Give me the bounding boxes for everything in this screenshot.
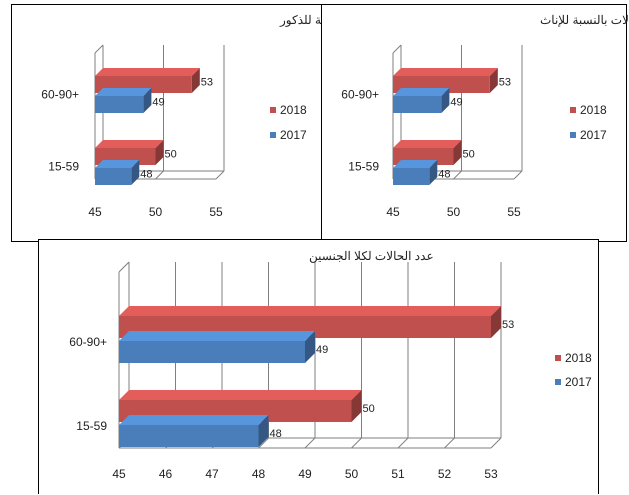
data-label: 48: [140, 169, 152, 181]
bar-2017-60-90+: [95, 96, 144, 113]
legend-label: 2017: [280, 128, 307, 142]
chart-title: عدد الحالات لكلا الجنسين: [309, 249, 434, 263]
bar-top-face: [119, 415, 269, 425]
floor-gridline: [155, 170, 164, 180]
bar-side-face: [351, 390, 362, 422]
bar-top-face: [119, 331, 315, 341]
data-label: 49: [316, 344, 328, 356]
bar-top-face: [393, 160, 438, 168]
x-tick-label: 45: [88, 205, 102, 219]
floor-gridline: [304, 437, 316, 449]
male-cases-chart-panel: عدد الحالات بالنسبة للذكور 45 50 55 15-59 50 4…: [11, 4, 324, 242]
legend-swatch: [570, 132, 576, 138]
bar-top-face: [95, 160, 140, 168]
data-label: 48: [270, 428, 282, 440]
floor-gridline: [215, 170, 225, 180]
bar-side-face: [491, 306, 501, 338]
x-tick-label: 51: [391, 467, 405, 481]
x-tick-label: 55: [507, 205, 521, 219]
bar-side-face: [258, 415, 269, 447]
bar-2017-60-90+: [393, 96, 442, 113]
bar-side-face: [429, 160, 438, 185]
x-tick-label: 45: [386, 205, 400, 219]
both-genders-cases-chart-panel: عدد الحالات لكلا الجنسين 45 46 47 48 49 50 51 52…: [38, 239, 599, 494]
bar-side-face: [305, 331, 315, 363]
bar-2017-15-59: [393, 168, 430, 185]
data-label: 50: [463, 149, 475, 161]
bar-top-face: [119, 390, 362, 400]
floor-gridline: [258, 437, 269, 449]
data-label: 50: [165, 149, 177, 161]
floor-gridline: [513, 170, 523, 180]
category-label: 15-59: [348, 160, 379, 174]
floor-gridline: [453, 170, 462, 180]
legend-swatch: [570, 107, 576, 113]
male-cases-chart: عدد الحالات بالنسبة للذكور 45 50 55 15-59 50 4…: [41, 13, 324, 219]
both-genders-cases-chart: عدد الحالات لكلا الجنسين 45 46 47 48 49 50 51 52…: [69, 249, 592, 481]
x-tick-label: 46: [159, 467, 173, 481]
x-tick-label: 53: [484, 467, 498, 481]
data-label: 49: [450, 97, 462, 109]
bar-top-face: [393, 68, 498, 76]
bar-2017-15-59: [95, 168, 132, 185]
x-tick-label: 50: [149, 205, 163, 219]
legend-swatch: [270, 107, 276, 113]
category-label: 60-90+: [341, 88, 379, 102]
chart-title: عدد الحالات بالنسبة للإناث: [540, 13, 628, 28]
legend-label: 2018: [565, 351, 592, 365]
bar-side-face: [155, 140, 164, 165]
bar-top-face: [95, 68, 200, 76]
legend-label: 2017: [565, 375, 592, 389]
female-cases-chart-panel: عدد الحالات بالنسبة للإناث 45 50 55 15-59 50 4…: [321, 4, 628, 242]
x-tick-label: 47: [205, 467, 219, 481]
x-tick-label: 50: [345, 467, 359, 481]
bar-side-face: [131, 160, 140, 185]
legend-label: 2018: [580, 103, 607, 117]
legend-swatch: [555, 379, 561, 385]
bar-top-face: [393, 140, 462, 148]
x-tick-label: 48: [252, 467, 266, 481]
x-tick-label: 49: [298, 467, 312, 481]
bar-side-face: [489, 68, 498, 93]
bar-side-face: [191, 68, 200, 93]
floor-gridline: [351, 437, 362, 449]
data-label: 49: [152, 97, 164, 109]
legend-label: 2018: [280, 103, 307, 117]
side-wall-top: [94, 44, 104, 54]
bar-side-face: [441, 88, 450, 113]
bar-side-face: [453, 140, 462, 165]
bar-2017-15-59: [119, 425, 259, 447]
side-wall-top: [118, 261, 130, 273]
chart-title: عدد الحالات بالنسبة للذكور: [279, 13, 324, 27]
legend-swatch: [555, 355, 561, 361]
bar-top-face: [119, 306, 501, 316]
data-label: 53: [201, 77, 213, 89]
legend-swatch: [270, 132, 276, 138]
floor-gridline: [397, 437, 409, 449]
bar-top-face: [393, 88, 450, 96]
x-tick-label: 50: [447, 205, 461, 219]
category-label: 15-59: [48, 160, 79, 174]
x-tick-label: 55: [209, 205, 223, 219]
x-tick-label: 45: [112, 467, 126, 481]
side-wall-top: [392, 44, 402, 54]
data-label: 53: [499, 77, 511, 89]
bar-side-face: [143, 88, 152, 113]
floor-gridline: [490, 437, 502, 449]
female-cases-chart: عدد الحالات بالنسبة للإناث 45 50 55 15-59 50 4…: [341, 13, 628, 219]
data-label: 50: [363, 403, 375, 415]
category-label: 60-90+: [41, 88, 79, 102]
bar-top-face: [95, 88, 152, 96]
category-label: 60-90+: [69, 335, 107, 349]
floor-gridline: [444, 437, 455, 449]
data-label: 53: [502, 319, 514, 331]
category-label: 15-59: [76, 419, 107, 433]
bar-2017-60-90+: [119, 341, 305, 363]
x-tick-label: 52: [438, 467, 452, 481]
bar-top-face: [95, 140, 164, 148]
data-label: 48: [438, 169, 450, 181]
legend-label: 2017: [580, 128, 607, 142]
